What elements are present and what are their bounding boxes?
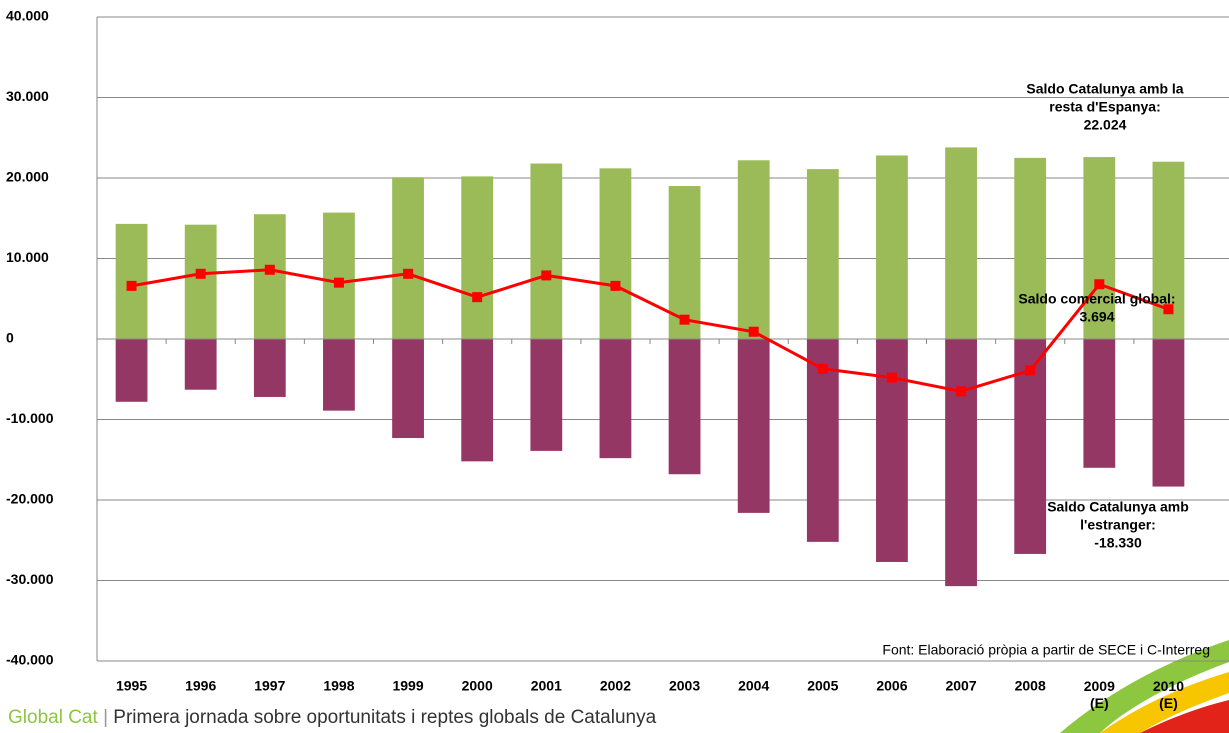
x-tick-label: 1999 — [392, 678, 423, 694]
annotation: Saldo Catalunya amb la — [1026, 81, 1183, 97]
line-marker — [1094, 279, 1104, 289]
line-marker — [196, 269, 206, 279]
bar — [945, 147, 977, 339]
y-tick-label: 0 — [6, 330, 14, 346]
x-tick-label-line: 2010 — [1153, 678, 1184, 694]
y-tick-label: -40.000 — [6, 652, 54, 668]
bar — [530, 339, 562, 451]
footer-separator: | — [103, 707, 108, 728]
bar — [945, 339, 977, 586]
x-tick-label: 2008 — [1015, 678, 1046, 694]
bar — [392, 339, 424, 438]
bar — [323, 213, 355, 339]
line-marker — [749, 327, 759, 337]
line-marker — [541, 270, 551, 280]
x-tick-label: 1998 — [323, 678, 354, 694]
line-marker — [403, 269, 413, 279]
annotation: Saldo comercial global: — [1018, 291, 1175, 307]
annotation: -18.330 — [1094, 535, 1142, 551]
line-marker — [887, 373, 897, 383]
annotation: 22.024 — [1084, 117, 1127, 133]
y-tick-label: -10.000 — [6, 410, 54, 426]
y-tick-label: -30.000 — [6, 571, 54, 587]
bar — [600, 168, 632, 339]
bar — [669, 339, 701, 474]
bar — [600, 339, 632, 458]
bar — [254, 214, 286, 339]
annotation: 3.694 — [1079, 309, 1114, 325]
bar — [461, 339, 493, 461]
footer-brand: Global Cat — [8, 707, 98, 728]
line-marker — [818, 364, 828, 374]
svg-text:Global Cat | Primera jornada s: Global Cat | Primera jornada sobre oport… — [8, 707, 657, 728]
x-tick-label: 2001 — [531, 678, 562, 694]
x-tick-label: 2004 — [738, 678, 769, 694]
bar — [530, 164, 562, 339]
x-tick-label: 1997 — [254, 678, 285, 694]
x-tick-label: 2002 — [600, 678, 631, 694]
x-tick-label: 1996 — [185, 678, 216, 694]
footer-text: Primera jornada sobre oportunitats i rep… — [113, 707, 656, 728]
source-note: Font: Elaboració pròpia a partir de SECE… — [882, 642, 1210, 658]
x-tick-label: 2006 — [876, 678, 907, 694]
chart: Global Cat | Primera jornada sobre oport… — [0, 0, 1229, 733]
line-marker — [680, 315, 690, 325]
bar — [254, 339, 286, 397]
y-tick-label: -20.000 — [6, 491, 54, 507]
y-tick-label: 40.000 — [6, 8, 49, 24]
line-marker — [1025, 365, 1035, 375]
bar — [461, 176, 493, 339]
bar — [116, 339, 148, 402]
y-tick-label: 20.000 — [6, 169, 49, 185]
bar — [738, 339, 770, 513]
y-tick-label: 10.000 — [6, 249, 49, 265]
bar — [323, 339, 355, 411]
x-tick-label-line: 2009 — [1084, 678, 1115, 694]
annotation: Saldo Catalunya amb — [1047, 499, 1189, 515]
line-marker — [610, 281, 620, 291]
line — [132, 270, 1169, 392]
line-marker — [265, 265, 275, 275]
bar — [1153, 339, 1185, 487]
annotation: resta d'Espanya: — [1049, 99, 1161, 115]
x-tick-label: 2007 — [945, 678, 976, 694]
annotation: l'estranger: — [1080, 517, 1156, 533]
bar — [1083, 339, 1115, 468]
line-marker — [127, 281, 137, 291]
line-marker — [472, 292, 482, 302]
bar — [876, 155, 908, 339]
x-tick-label: 2005 — [807, 678, 838, 694]
x-tick-label: 2003 — [669, 678, 700, 694]
bar — [807, 169, 839, 339]
bar — [185, 225, 217, 339]
line-marker — [334, 278, 344, 288]
x-tick-label: 2000 — [462, 678, 493, 694]
bar — [876, 339, 908, 562]
bar — [185, 339, 217, 390]
x-tick-label: 1995 — [116, 678, 147, 694]
bar — [738, 160, 770, 339]
line-marker — [956, 386, 966, 396]
y-tick-label: 30.000 — [6, 88, 49, 104]
bar — [392, 177, 424, 339]
x-tick-label-line: (E) — [1090, 695, 1109, 711]
bar — [1014, 158, 1046, 339]
x-tick-label-line: (E) — [1159, 695, 1178, 711]
